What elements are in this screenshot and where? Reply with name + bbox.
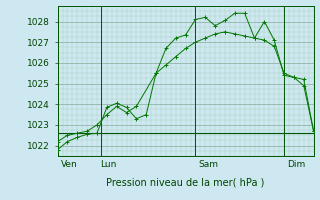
Text: Lun: Lun — [100, 160, 116, 169]
Text: Ven: Ven — [60, 160, 77, 169]
X-axis label: Pression niveau de la mer( hPa ): Pression niveau de la mer( hPa ) — [107, 177, 265, 187]
Text: Dim: Dim — [287, 160, 305, 169]
Text: Sam: Sam — [198, 160, 219, 169]
